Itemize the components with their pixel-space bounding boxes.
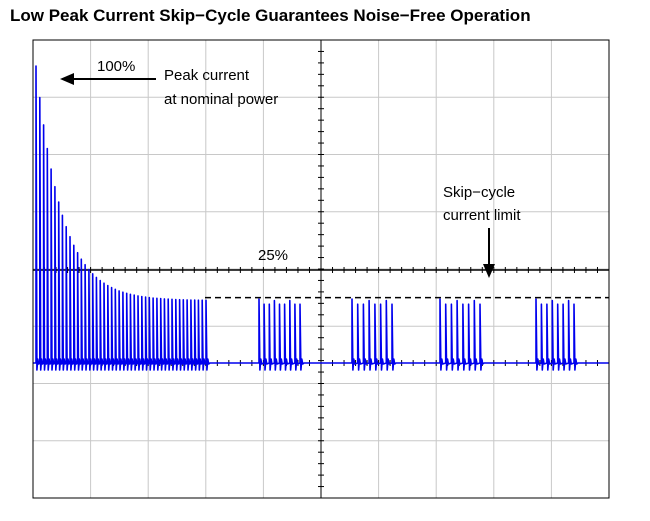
annotation-25pct: 25% — [258, 247, 288, 264]
current-waveform — [33, 65, 609, 371]
skip-cycle-arrow — [483, 228, 495, 278]
current-trace — [33, 65, 609, 371]
annotation-nominal-power: at nominal power — [164, 91, 278, 108]
annotation-skip-cycle: Skip−cycle — [443, 184, 515, 201]
annotation-100pct: 100% — [97, 58, 135, 75]
annotation-peak-current: Peak current — [164, 67, 250, 84]
chart-title: Low Peak Current Skip−Cycle Guarantees N… — [10, 6, 531, 25]
annotation-current-limit: current limit — [443, 207, 521, 224]
plot-frame — [32, 39, 610, 499]
peak-current-arrow — [60, 73, 156, 85]
